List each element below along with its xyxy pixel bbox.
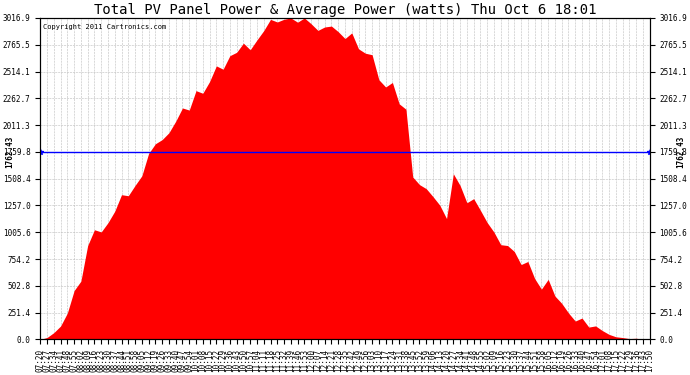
Text: 1762.43: 1762.43	[6, 135, 14, 168]
Text: 1762.43: 1762.43	[676, 135, 684, 168]
Title: Total PV Panel Power & Average Power (watts) Thu Oct 6 18:01: Total PV Panel Power & Average Power (wa…	[94, 3, 596, 17]
Text: Copyright 2011 Cartronics.com: Copyright 2011 Cartronics.com	[43, 24, 166, 30]
